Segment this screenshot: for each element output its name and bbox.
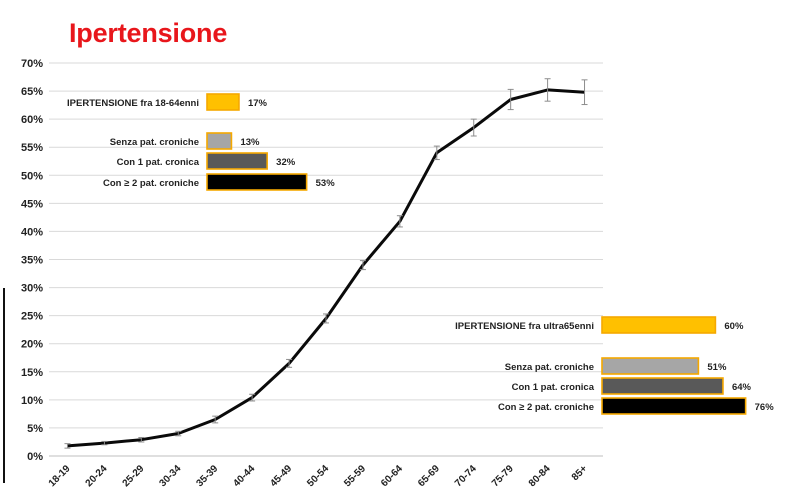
total-bar-value: 17% <box>248 98 268 109</box>
x-tick-label: 70-74 <box>453 463 479 489</box>
y-tick-label: 55% <box>21 142 43 154</box>
y-tick-label: 60% <box>21 114 43 126</box>
category-bar-label: Senza pat. croniche <box>110 137 199 148</box>
category-bar-value: 32% <box>276 157 296 168</box>
x-tick-label: 85+ <box>570 463 590 483</box>
x-tick-label: 55-59 <box>342 463 368 489</box>
y-tick-label: 40% <box>21 226 43 238</box>
x-axis: 18-19 20-24 25-29 30-34 35-39 40-44 45-49 50-54… <box>47 463 590 489</box>
y-tick-label: 70% <box>21 58 43 70</box>
total-bar-label: IPERTENSIONE fra ultra65enni <box>455 321 594 332</box>
category-bar-value: 13% <box>240 137 260 148</box>
category-bar <box>206 152 268 170</box>
total-bar-label: IPERTENSIONE fra 18-64enni <box>67 98 199 109</box>
y-tick-label: 0% <box>27 451 43 463</box>
inset-18-64: IPERTENSIONE fra 18-64enni 17% Senza pat. … <box>67 93 336 191</box>
series-hypertension <box>64 78 588 449</box>
x-tick-label: 40-44 <box>231 463 257 489</box>
category-bar-value: 64% <box>732 382 752 393</box>
y-tick-label: 35% <box>21 255 43 267</box>
category-bar-label: Con 1 pat. cronica <box>117 157 200 168</box>
gridlines <box>49 62 603 457</box>
y-tick-label: 30% <box>21 283 43 295</box>
y-axis: 0% 5% 10% 15% 20% 25% 30% 35% 40% 45% 50% 55% 60% 65%… <box>21 58 43 463</box>
y-tick-label: 25% <box>21 311 43 323</box>
category-bar <box>206 173 308 191</box>
category-bar-label: Con ≥ 2 pat. croniche <box>103 178 199 189</box>
category-bar-label: Con 1 pat. cronica <box>512 382 595 393</box>
y-tick-label: 50% <box>21 170 43 182</box>
category-bar-value: 51% <box>707 362 727 373</box>
x-tick-label: 25-29 <box>121 463 147 489</box>
total-bar <box>206 93 240 111</box>
category-bar-label: Senza pat. croniche <box>505 362 594 373</box>
y-tick-label: 65% <box>21 86 43 98</box>
slide-edge-rule <box>3 288 5 483</box>
total-bar-value: 60% <box>724 321 744 332</box>
x-tick-label: 20-24 <box>84 463 110 489</box>
x-tick-label: 75-79 <box>490 463 516 489</box>
y-tick-label: 15% <box>21 367 43 379</box>
x-tick-label: 18-19 <box>47 463 73 489</box>
category-bar-value: 53% <box>316 178 336 189</box>
x-tick-label: 35-39 <box>194 463 220 489</box>
category-bar-label: Con ≥ 2 pat. croniche <box>498 402 594 413</box>
chart-title: Ipertensione <box>69 18 228 48</box>
category-bar <box>601 377 724 395</box>
category-bar <box>601 357 700 375</box>
total-bar <box>601 316 717 334</box>
category-bar <box>206 132 233 150</box>
inset-over-65: IPERTENSIONE fra ultra65enni 60% Senza pat… <box>455 316 775 415</box>
x-tick-label: 30-34 <box>158 463 184 489</box>
y-tick-label: 20% <box>21 339 43 351</box>
y-tick-label: 5% <box>27 423 43 435</box>
category-bar-value: 76% <box>755 402 775 413</box>
category-bar <box>601 397 747 415</box>
x-tick-label: 80-84 <box>527 463 553 489</box>
x-tick-label: 50-54 <box>305 463 331 489</box>
x-tick-label: 60-64 <box>379 463 405 489</box>
y-tick-label: 10% <box>21 395 43 407</box>
x-tick-label: 65-69 <box>416 463 442 489</box>
x-tick-label: 45-49 <box>268 463 294 489</box>
y-tick-label: 45% <box>21 198 43 210</box>
